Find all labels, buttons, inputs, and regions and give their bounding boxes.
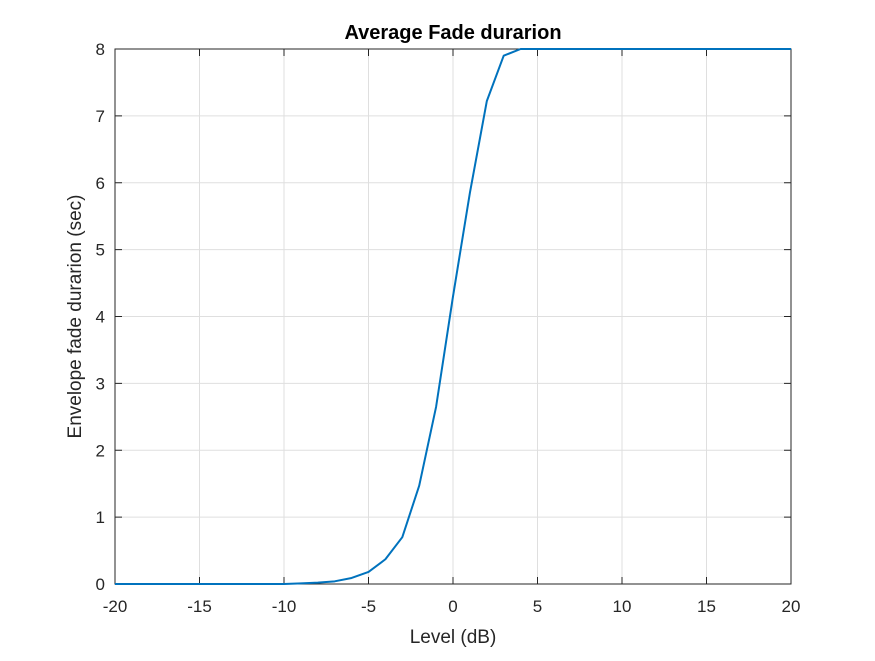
y-tick-label: 1 (96, 508, 105, 527)
ticks (114, 48, 792, 585)
y-tick-label: 7 (96, 107, 105, 126)
y-tick-labels: 0 1 2 3 4 5 6 7 8 (96, 40, 105, 594)
y-tick-label: 0 (96, 575, 105, 594)
series-layer (115, 48, 791, 585)
y-tick-label: 8 (96, 40, 105, 59)
x-tick-label: 15 (697, 597, 716, 616)
x-tick-labels: -20 -15 -10 -5 0 5 10 15 20 (103, 597, 801, 616)
series-line (115, 48, 791, 585)
x-axis-label: Level (dB) (410, 627, 497, 648)
y-tick-label: 5 (96, 241, 105, 260)
x-tick-label: 20 (782, 597, 801, 616)
x-tick-label: 0 (448, 597, 457, 616)
x-tick-label: 5 (533, 597, 542, 616)
x-tick-label: -10 (272, 597, 297, 616)
x-tick-label: -20 (103, 597, 128, 616)
chart-title: Average Fade durarion (344, 22, 561, 44)
x-tick-label: -5 (361, 597, 376, 616)
y-axis-label: Envelope fade durarion (sec) (65, 195, 86, 439)
y-tick-label: 2 (96, 441, 105, 460)
y-tick-label: 6 (96, 174, 105, 193)
x-tick-label: -15 (187, 597, 212, 616)
y-tick-label: 4 (96, 308, 105, 327)
y-tick-label: 3 (96, 374, 105, 393)
x-tick-label: 10 (613, 597, 632, 616)
